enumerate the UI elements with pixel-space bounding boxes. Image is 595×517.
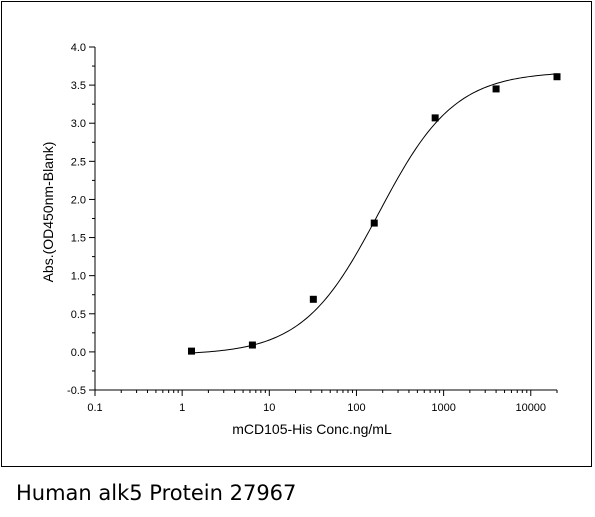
data-point [309, 295, 317, 303]
x-tick-label: 10000 [515, 402, 546, 414]
x-tick-label: 1000 [431, 402, 455, 414]
x-tick-label: 10 [263, 402, 275, 414]
y-ticks: -0.5 0.0 0.5 1.0 1.5 2.0 2.5 3.0 3.5 4.0 [67, 42, 95, 397]
chart-axes [94, 47, 557, 391]
data-point [431, 114, 439, 122]
data-points [187, 73, 561, 355]
y-tick-label: 3.5 [71, 80, 86, 92]
fit-curve [191, 73, 558, 354]
x-tick-label: 100 [347, 402, 365, 414]
x-axis-label: mCD105-His Conc.ng/mL [232, 421, 392, 437]
data-point [248, 341, 256, 349]
x-tick-label: 0.1 [87, 402, 102, 414]
y-tick-label: 1.5 [71, 233, 86, 245]
y-tick-label: 2.5 [71, 156, 86, 168]
x-tick-label: 1 [179, 402, 185, 414]
data-point [492, 85, 500, 93]
data-point [553, 73, 561, 81]
y-tick-label: 0.0 [71, 347, 86, 359]
figure-frame: -0.5 0.0 0.5 1.0 1.5 2.0 2.5 3.0 3.5 4.0 0.1 1 10 10… [1, 1, 592, 467]
data-point [187, 347, 195, 355]
y-tick-label: 2.0 [71, 194, 86, 206]
figure-caption: Human alk5 Protein 27967 [16, 481, 297, 505]
x-ticks: 0.1 1 10 100 1000 10000 [87, 390, 558, 414]
chart-plot: -0.5 0.0 0.5 1.0 1.5 2.0 2.5 3.0 3.5 4.0 0.1 1 10 10… [40, 42, 561, 437]
y-axis-label: Abs.(OD450nm-Blank) [40, 142, 56, 283]
data-point [370, 219, 378, 227]
y-tick-label: 3.0 [71, 118, 86, 130]
y-tick-label: -0.5 [67, 385, 86, 397]
y-tick-label: 0.5 [71, 309, 86, 321]
y-tick-label: 1.0 [71, 271, 86, 283]
y-tick-label: 4.0 [71, 42, 86, 54]
